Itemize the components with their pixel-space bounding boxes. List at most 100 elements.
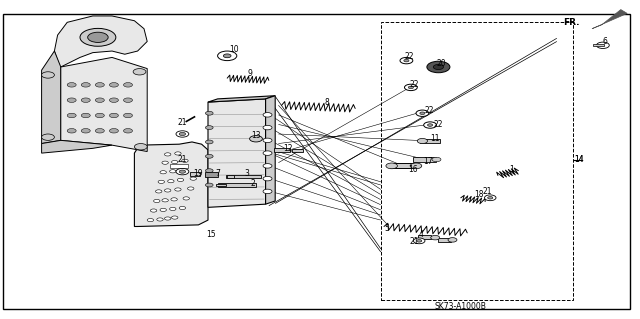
Circle shape (179, 206, 186, 210)
Circle shape (205, 140, 213, 144)
Circle shape (162, 199, 168, 202)
Bar (227, 175, 234, 178)
Circle shape (179, 132, 186, 136)
Bar (191, 172, 200, 176)
Circle shape (156, 190, 162, 193)
Text: SK73-A1000B: SK73-A1000B (435, 302, 487, 311)
Circle shape (420, 112, 425, 115)
Circle shape (81, 129, 90, 133)
Circle shape (42, 134, 54, 140)
Text: 16: 16 (408, 165, 418, 174)
Bar (216, 184, 225, 186)
Circle shape (416, 110, 429, 116)
Polygon shape (42, 51, 61, 144)
Circle shape (263, 189, 272, 194)
Text: 15: 15 (206, 230, 216, 239)
Circle shape (124, 83, 132, 87)
Circle shape (95, 98, 104, 102)
Circle shape (183, 197, 189, 200)
Circle shape (162, 161, 168, 164)
Circle shape (88, 32, 108, 42)
Polygon shape (592, 10, 627, 29)
Text: 22: 22 (424, 106, 433, 115)
Circle shape (404, 84, 417, 91)
Circle shape (190, 177, 196, 180)
Circle shape (413, 238, 425, 244)
Circle shape (124, 98, 132, 102)
Text: FR.: FR. (563, 18, 579, 27)
Circle shape (408, 86, 413, 89)
Bar (218, 183, 256, 187)
Circle shape (179, 170, 186, 173)
Text: 6: 6 (602, 37, 607, 46)
Circle shape (157, 218, 163, 221)
Circle shape (205, 126, 213, 130)
Polygon shape (266, 96, 275, 204)
Circle shape (150, 209, 157, 212)
Circle shape (67, 98, 76, 102)
Bar (413, 158, 436, 161)
Circle shape (160, 171, 166, 174)
Circle shape (179, 168, 186, 172)
Text: 22: 22 (434, 120, 443, 129)
Circle shape (400, 57, 413, 64)
Circle shape (410, 163, 422, 169)
Circle shape (263, 176, 272, 181)
Text: 21: 21 (178, 155, 187, 164)
Circle shape (164, 189, 171, 192)
Circle shape (164, 153, 171, 156)
Circle shape (263, 164, 272, 168)
Circle shape (80, 28, 116, 46)
Circle shape (170, 207, 176, 211)
Circle shape (81, 98, 90, 102)
Circle shape (182, 159, 188, 162)
Circle shape (205, 154, 213, 158)
Circle shape (433, 64, 444, 70)
Bar (390, 163, 416, 168)
Bar (418, 235, 431, 239)
Circle shape (448, 238, 457, 242)
Text: 14: 14 (574, 155, 584, 164)
Circle shape (386, 163, 397, 169)
Circle shape (263, 151, 272, 155)
Circle shape (168, 180, 174, 183)
Text: 20: 20 (436, 59, 447, 68)
Text: 2: 2 (250, 179, 255, 188)
Circle shape (488, 197, 493, 199)
Text: 21: 21 (178, 118, 187, 127)
Text: 18: 18 (474, 190, 483, 199)
Text: 22: 22 (405, 52, 414, 61)
Circle shape (404, 59, 409, 62)
Circle shape (160, 208, 166, 211)
Circle shape (154, 199, 160, 203)
Circle shape (81, 83, 90, 87)
Text: 8: 8 (324, 98, 329, 107)
Circle shape (164, 217, 171, 220)
Circle shape (133, 69, 146, 75)
Circle shape (263, 125, 272, 130)
Text: 4: 4 (419, 230, 424, 239)
Circle shape (427, 61, 450, 73)
Text: 14: 14 (574, 155, 584, 164)
Circle shape (171, 198, 177, 201)
Circle shape (95, 129, 104, 133)
Circle shape (205, 111, 213, 115)
Bar (205, 172, 218, 177)
Bar (420, 138, 440, 143)
Circle shape (205, 169, 213, 173)
Text: 3: 3 (244, 169, 249, 178)
Circle shape (177, 178, 184, 182)
Circle shape (175, 152, 181, 155)
Circle shape (596, 42, 609, 48)
Circle shape (263, 113, 272, 117)
Circle shape (431, 235, 440, 240)
Circle shape (172, 216, 178, 219)
Circle shape (147, 219, 154, 222)
Text: 13: 13 (251, 131, 261, 140)
Circle shape (134, 144, 147, 150)
Bar (438, 238, 451, 242)
Bar (226, 175, 261, 178)
Circle shape (176, 131, 189, 137)
Text: 10: 10 (228, 45, 239, 54)
Circle shape (95, 113, 104, 118)
